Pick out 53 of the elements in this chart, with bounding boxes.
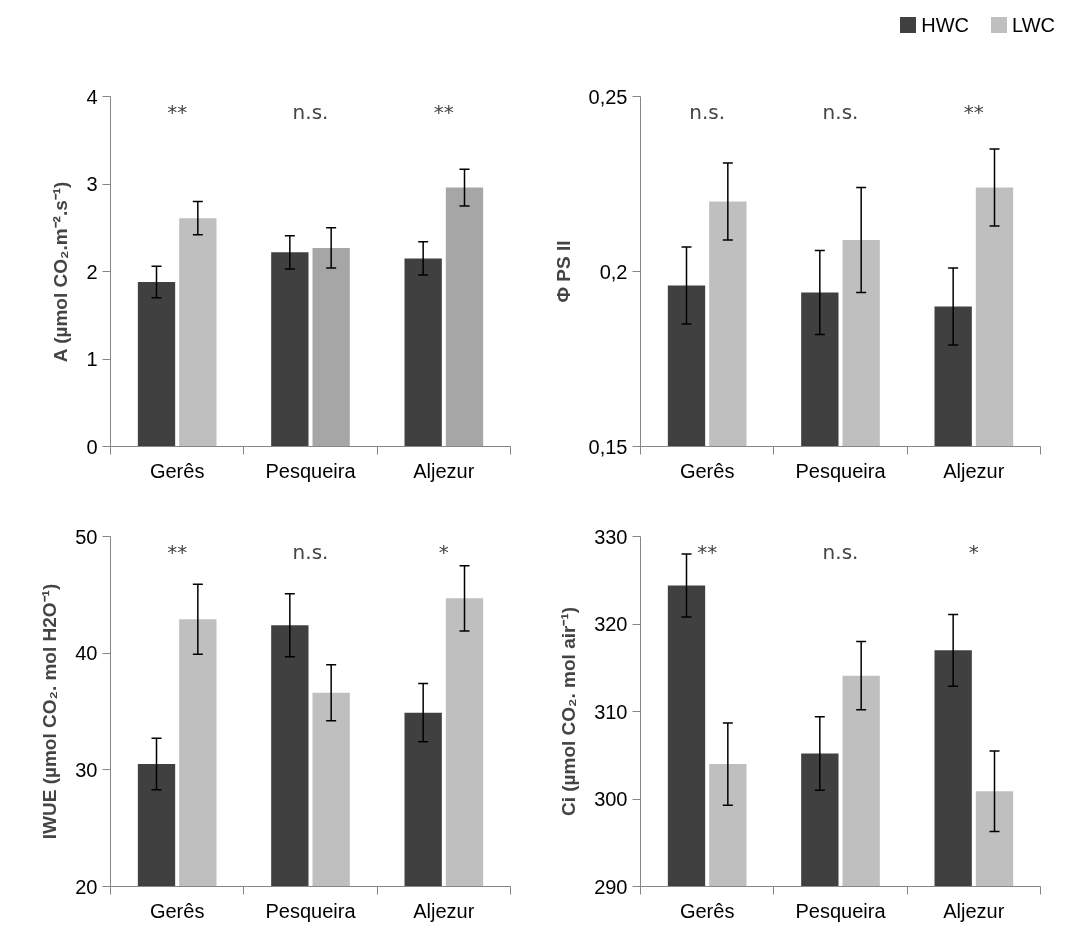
y-tick-label: 300 — [594, 788, 628, 810]
bar — [179, 218, 217, 447]
x-tick-label: Aljezur — [943, 899, 1005, 922]
y-tick-label: 0 — [86, 435, 98, 458]
bar — [404, 258, 442, 447]
x-tick-label: Pesqueira — [265, 899, 357, 922]
y-tick-label: 3 — [86, 173, 98, 195]
annotation: n.s. — [689, 99, 726, 124]
x-tick-label: Aljezur — [413, 459, 475, 482]
x-tick-label: Gerês — [149, 459, 205, 482]
x-tick-label: Aljezur — [943, 459, 1005, 482]
legend-label: HWC — [921, 13, 970, 38]
y-axis-title: Ci (µmol CO₂. mol air⁻¹) — [558, 606, 580, 817]
y-tick-label: 0,2 — [599, 260, 628, 283]
annotation: n.s. — [822, 99, 859, 124]
annotation: ** — [433, 99, 454, 124]
annotation: n.s. — [292, 99, 329, 124]
annotation: ** — [963, 99, 984, 124]
y-axis-title: IWUE (µmol CO₂. mol H2O⁻¹) — [39, 583, 61, 840]
annotation: * — [438, 539, 449, 564]
y-tick-label: 30 — [75, 758, 98, 781]
bar — [312, 247, 350, 447]
x-tick-label: Pesqueira — [795, 459, 887, 482]
x-tick-label: Aljezur — [413, 899, 475, 922]
bar — [445, 187, 484, 447]
bar — [137, 282, 176, 447]
legend-label: LWC — [1012, 13, 1055, 38]
x-tick-label: Gerês — [149, 899, 205, 922]
bar — [271, 252, 309, 447]
y-tick-label: 320 — [594, 613, 628, 635]
y-tick-label: 4 — [86, 85, 98, 108]
y-tick-label: 20 — [75, 875, 98, 898]
y-tick-label: 40 — [75, 642, 98, 665]
y-tick-label: 50 — [75, 525, 98, 548]
y-tick-label: 0,25 — [588, 85, 628, 108]
y-axis-title: Φ PS II — [552, 240, 574, 303]
y-tick-label: 2 — [86, 260, 98, 283]
annotation: n.s. — [822, 539, 859, 564]
x-tick-label: Gerês — [679, 899, 735, 922]
annotation: n.s. — [292, 539, 329, 564]
x-tick-label: Gerês — [679, 459, 735, 482]
annotation: ** — [167, 99, 188, 124]
annotation: ** — [697, 539, 718, 564]
y-tick-label: 330 — [594, 525, 628, 548]
x-tick-label: Pesqueira — [795, 899, 887, 922]
y-tick-label: 290 — [594, 875, 628, 898]
annotation: ** — [167, 539, 188, 564]
annotation: * — [968, 539, 979, 564]
y-tick-label: 0,15 — [588, 435, 628, 458]
x-tick-label: Pesqueira — [265, 459, 357, 482]
y-tick-label: 1 — [86, 348, 98, 370]
y-axis-title: A (µmol CO₂.m⁻².s⁻¹) — [50, 181, 72, 363]
y-tick-label: 310 — [594, 700, 628, 723]
